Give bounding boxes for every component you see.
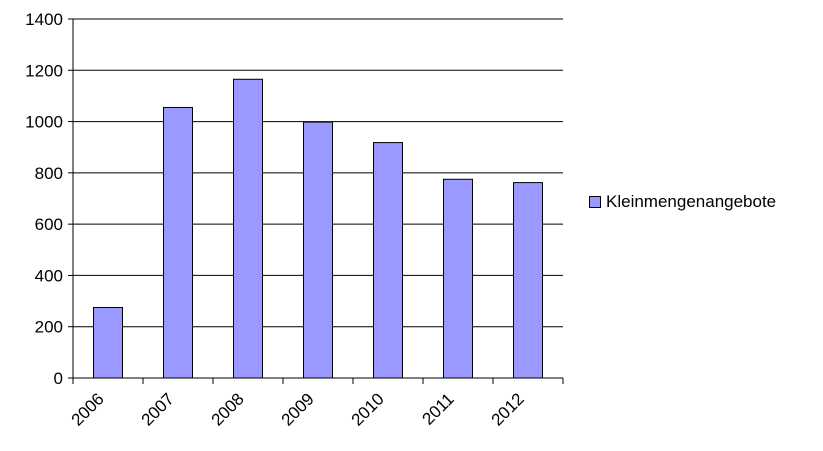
legend-swatch (589, 196, 601, 208)
x-tick-label: 2010 (348, 389, 388, 429)
bar (373, 142, 403, 379)
bar (163, 106, 193, 379)
x-tick-label: 2008 (208, 389, 248, 429)
y-tick-label: 200 (35, 318, 63, 337)
legend-label: Kleinmengenangebote (606, 192, 777, 211)
bar (513, 182, 543, 379)
bar (303, 121, 333, 379)
chart-legend: Kleinmengenangebote (589, 191, 776, 213)
x-tick-label: 2011 (419, 389, 458, 428)
bar (233, 78, 263, 379)
bar (443, 178, 473, 379)
y-tick-label: 1200 (25, 61, 63, 80)
x-tick-label: 2006 (68, 389, 108, 429)
x-tick-label: 2009 (278, 389, 318, 429)
x-tick-label: 2012 (488, 389, 528, 429)
y-tick-label: 400 (35, 266, 63, 285)
y-tick-label: 800 (35, 164, 63, 183)
y-tick-label: 0 (54, 369, 63, 388)
y-tick-label: 1000 (25, 113, 63, 132)
bar (93, 306, 123, 379)
y-tick-label: 600 (35, 215, 63, 234)
x-tick-label: 2007 (138, 389, 178, 429)
y-tick-label: 1400 (25, 10, 63, 29)
